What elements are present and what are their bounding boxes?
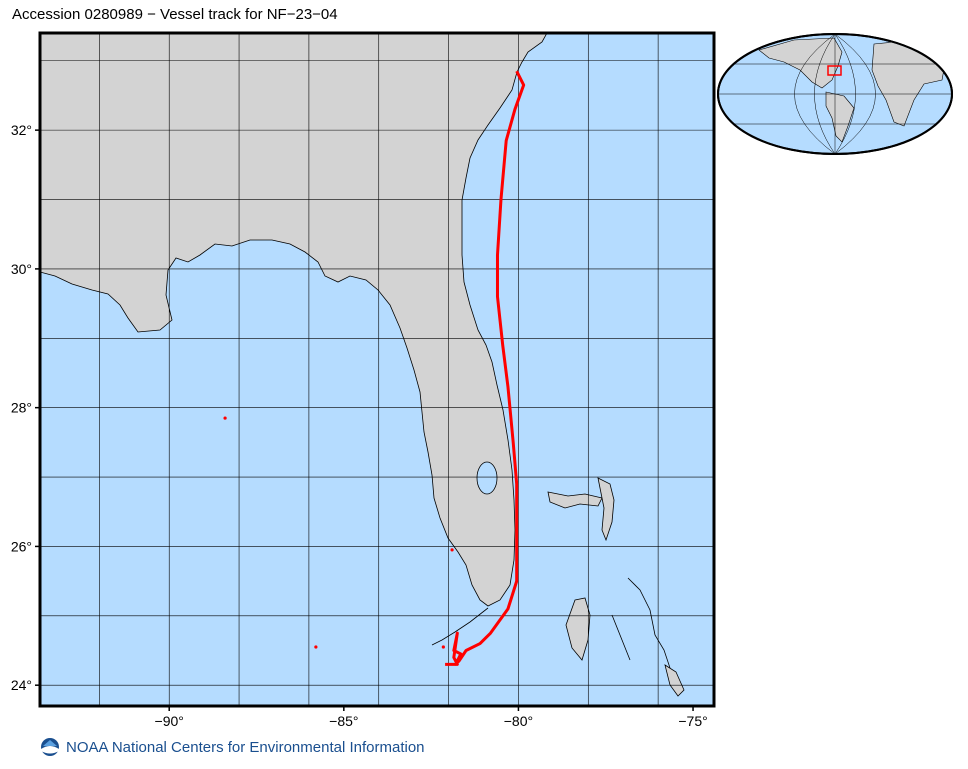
track-points (223, 416, 454, 649)
track-point (450, 548, 454, 552)
land-bahamas-abaco (597, 477, 615, 542)
globe-north-america (758, 37, 843, 89)
track-point (314, 645, 318, 649)
lon-tick-label: −80° (504, 713, 533, 729)
noaa-logo-icon (41, 738, 59, 756)
globe-locator-box (827, 65, 842, 76)
lon-tick-label: −75° (678, 713, 707, 729)
lake-okeechobee (476, 461, 498, 495)
land-florida-keys (431, 607, 489, 646)
lon-tick-label: −90° (155, 713, 184, 729)
inset-globe-map (717, 33, 953, 155)
vessel-track (445, 70, 526, 666)
track-point (223, 416, 227, 420)
land-bahamas-andros (565, 597, 591, 661)
track-point (441, 645, 445, 649)
land-bahamas-exuma (664, 664, 685, 697)
globe-graticule (719, 35, 951, 153)
footer: NOAA National Centers for Environmental … (40, 737, 425, 757)
lat-tick-label: 24° (11, 677, 32, 693)
map-border (38, 31, 716, 708)
map-title: Accession 0280989 − Vessel track for NF−… (12, 6, 338, 23)
lat-tick-label: 28° (11, 400, 32, 416)
axis-ticks: −90° −85° −80° −75° 24° 26° 28° 30° 32° (11, 122, 708, 729)
footer-text: NOAA National Centers for Environmental … (66, 738, 425, 756)
lat-tick-label: 26° (11, 538, 32, 554)
globe-south-america (825, 91, 855, 143)
lat-tick-label: 32° (11, 122, 32, 138)
lon-tick-label: −85° (329, 713, 358, 729)
grid-lines (40, 33, 714, 706)
lat-tick-label: 30° (11, 261, 32, 277)
